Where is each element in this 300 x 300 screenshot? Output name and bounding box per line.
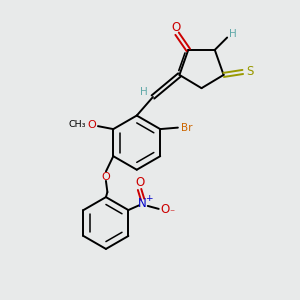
- Text: O: O: [87, 120, 96, 130]
- Text: O: O: [171, 21, 180, 34]
- Text: O: O: [101, 172, 110, 182]
- Text: N: N: [138, 197, 147, 210]
- Text: H: H: [229, 29, 236, 39]
- Text: +: +: [145, 194, 153, 203]
- Text: H: H: [140, 87, 147, 97]
- Text: ⁻: ⁻: [169, 208, 175, 218]
- Text: O: O: [160, 203, 170, 216]
- Text: S: S: [246, 65, 254, 79]
- Text: CH₃: CH₃: [68, 121, 86, 130]
- Text: Br: Br: [181, 123, 193, 133]
- Text: O: O: [135, 176, 144, 190]
